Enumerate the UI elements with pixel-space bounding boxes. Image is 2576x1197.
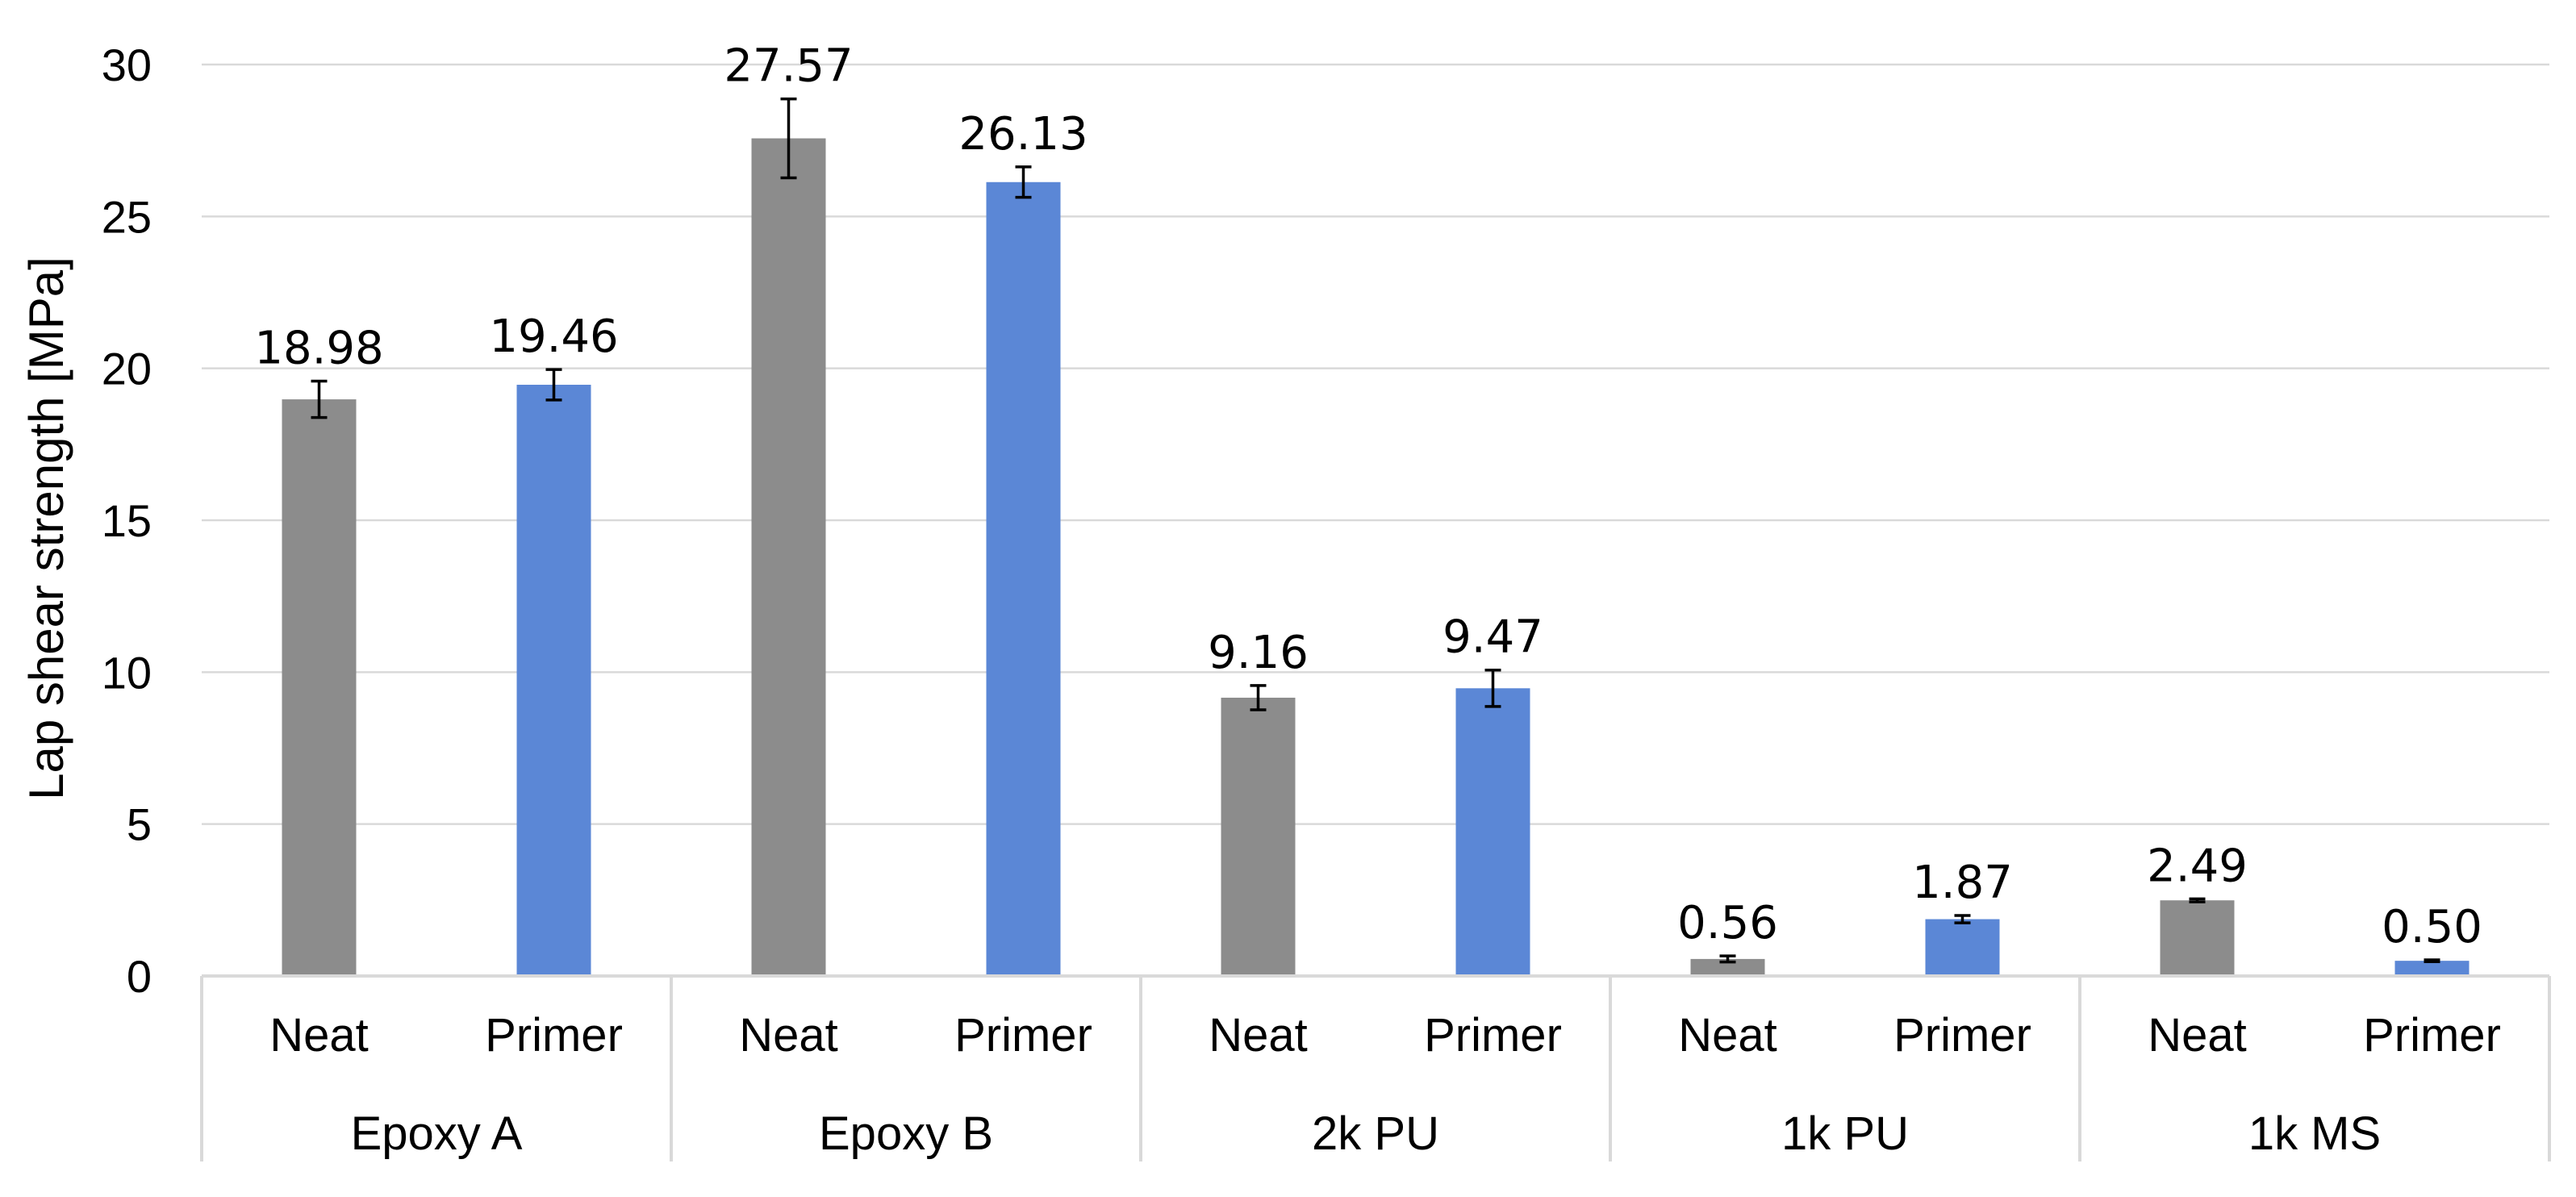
data-label: 0.50 xyxy=(2382,901,2482,953)
group-label: Epoxy A xyxy=(351,1107,523,1160)
y-tick-label: 20 xyxy=(102,344,152,394)
bar xyxy=(516,385,591,976)
bar xyxy=(2160,900,2235,976)
bars xyxy=(282,138,2470,976)
bar xyxy=(986,181,1061,976)
data-label: 26.13 xyxy=(958,108,1088,161)
category-label: Primer xyxy=(954,1009,1092,1061)
y-tick-label: 5 xyxy=(127,799,152,850)
y-tick-label: 10 xyxy=(102,647,152,698)
bar xyxy=(2394,961,2470,976)
error-bars xyxy=(311,97,2440,964)
category-label: Primer xyxy=(2363,1009,2501,1061)
y-tick-label: 15 xyxy=(102,495,152,546)
bar xyxy=(1221,697,1296,976)
group-label: 2k PU xyxy=(1312,1107,1439,1160)
y-tick-label: 30 xyxy=(102,40,152,90)
category-label: Neat xyxy=(2148,1009,2247,1061)
bar xyxy=(282,399,357,976)
data-label: 9.16 xyxy=(1208,627,1309,679)
y-tick-label: 0 xyxy=(127,951,152,1002)
data-label: 1.87 xyxy=(1912,857,2013,909)
y-axis: 0 5 10 15 20 25 30 xyxy=(102,40,152,1002)
data-label: 2.49 xyxy=(2147,840,2248,892)
group-label: Epoxy B xyxy=(819,1107,993,1160)
category-label: Neat xyxy=(1678,1009,1777,1061)
data-label: 18.98 xyxy=(254,322,383,374)
data-label: 0.56 xyxy=(1677,897,1778,949)
group-label: 1k PU xyxy=(1781,1107,1909,1160)
y-axis-title: Lap shear strength [MPa] xyxy=(19,256,73,800)
y-tick-label: 25 xyxy=(102,191,152,242)
data-label: 19.46 xyxy=(489,311,618,363)
data-labels: 18.98 19.46 27.57 26.13 9.16 9.47 0.56 1.87 2.49… xyxy=(254,40,2482,953)
bar xyxy=(1455,688,1530,976)
bar xyxy=(751,138,826,976)
data-label: 27.57 xyxy=(724,40,853,93)
data-label: 9.47 xyxy=(1442,611,1543,664)
group-label: 1k MS xyxy=(2248,1107,2381,1160)
gridlines xyxy=(202,63,2549,825)
category-label: Primer xyxy=(1424,1009,1562,1061)
category-label: Primer xyxy=(1893,1009,2031,1061)
category-label: Neat xyxy=(739,1009,838,1061)
bar xyxy=(1925,919,2000,976)
category-label: Neat xyxy=(1209,1009,1308,1061)
bar xyxy=(1690,958,1765,976)
category-label: Primer xyxy=(485,1009,623,1061)
category-label: Neat xyxy=(269,1009,369,1061)
